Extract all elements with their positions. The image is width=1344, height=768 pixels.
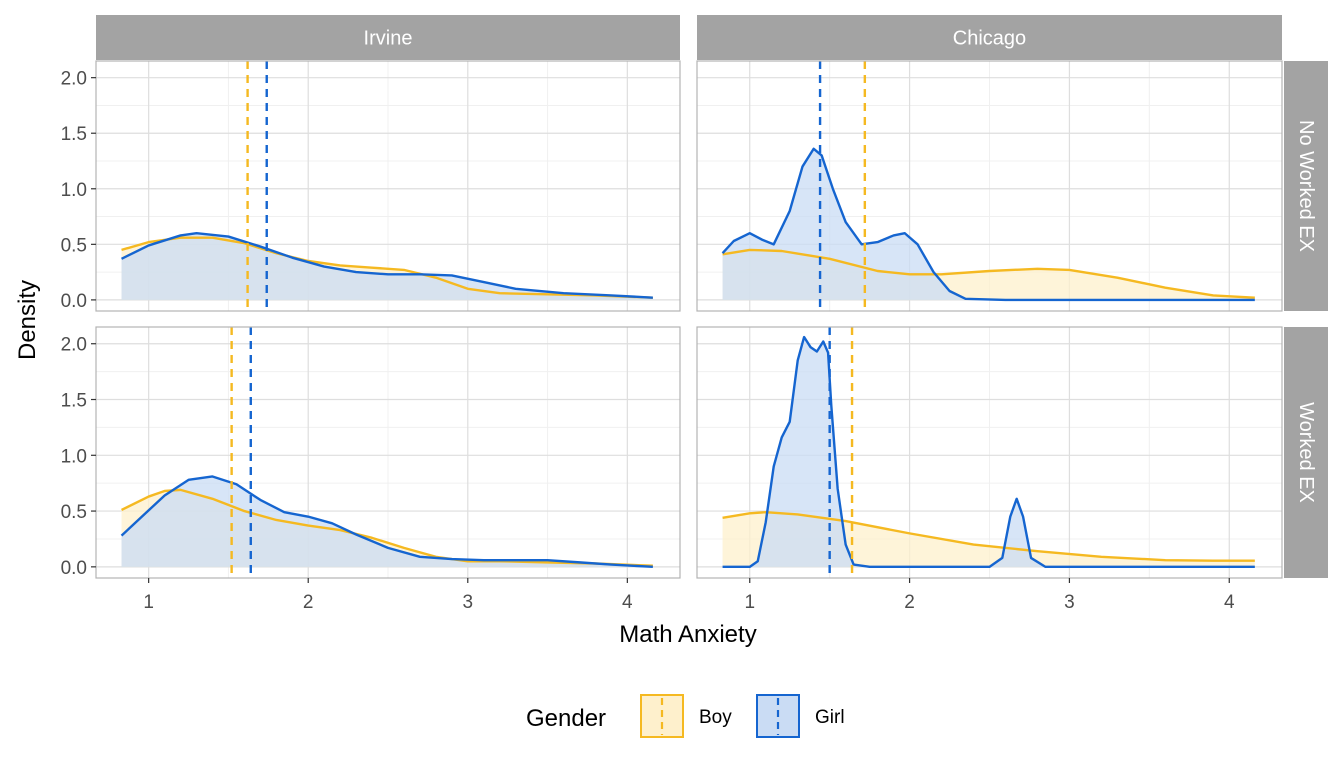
- y-tick-label: 0.5: [61, 235, 87, 256]
- strip-label-irvine: Irvine: [364, 28, 413, 50]
- strip-background: [1284, 61, 1328, 311]
- panel-border: [95, 326, 681, 579]
- panel-irvine-worked-ex: [95, 326, 681, 579]
- axes-layer: 0.0 0.5 1.0 1.5 2.0 0.0 0.5 1.0 1.5 2.0 1 2 3 4 1 2 3 4: [61, 69, 1235, 613]
- grid: [96, 327, 680, 578]
- density-area-girl: [722, 337, 1255, 567]
- density-line-girl: [120, 475, 653, 569]
- strip-background: [697, 15, 1282, 60]
- x-tick-label: 4: [622, 592, 633, 613]
- density-line-boy: [120, 488, 653, 567]
- panel-chicago-no-worked-ex: [696, 60, 1283, 312]
- strip-label-no-worked-ex: No Worked EX: [1295, 120, 1317, 252]
- y-tick-label: 0.0: [61, 291, 87, 312]
- y-tick-label: 1.0: [61, 180, 87, 201]
- density-line-boy: [722, 248, 1255, 299]
- density-line-girl: [121, 232, 653, 299]
- panel-irvine-no-worked-ex: [95, 60, 681, 312]
- legend-item-boy: Boy: [640, 694, 732, 738]
- legend: Gender Boy Girl: [526, 694, 845, 738]
- density-line-boy: [722, 510, 1255, 562]
- y-tick-label: 0.0: [61, 558, 87, 579]
- y-tick-label: 2.0: [61, 335, 87, 356]
- panel-border: [696, 326, 1283, 579]
- y-axis-title: Density: [14, 280, 41, 360]
- x-tick-label: 2: [303, 592, 314, 613]
- panel-border: [95, 60, 681, 312]
- legend-title: Gender: [526, 705, 606, 732]
- x-tick-label: 4: [1224, 592, 1235, 613]
- density-area-boy: [722, 512, 1255, 567]
- strips-layer: Irvine Chicago No Worked EX Worked EX: [96, 15, 1328, 578]
- strip-label-worked-ex: Worked EX: [1295, 402, 1317, 503]
- x-tick-label: 2: [904, 592, 915, 613]
- legend-label-boy: Boy: [699, 707, 732, 728]
- density-area-girl: [121, 233, 653, 300]
- x-axis-title: Math Anxiety: [619, 621, 756, 648]
- panels-layer: [95, 60, 1283, 579]
- strip-worked-ex: Worked EX: [1284, 327, 1328, 578]
- density-line-boy: [121, 236, 653, 299]
- y-tick-label: 1.0: [61, 446, 87, 467]
- legend-item-girl: Girl: [756, 694, 845, 738]
- strip-irvine: Irvine: [96, 15, 680, 60]
- density-line-girl: [721, 147, 1255, 302]
- density-area-girl: [121, 476, 653, 567]
- strip-label-chicago: Chicago: [953, 28, 1026, 50]
- strip-background: [96, 15, 680, 60]
- legend-label-girl: Girl: [815, 707, 845, 728]
- density-line-girl: [722, 335, 1255, 569]
- y-tick-label: 2.0: [61, 69, 87, 90]
- strip-background: [1284, 327, 1328, 578]
- strip-no-worked-ex: No Worked EX: [1284, 61, 1328, 311]
- strip-chicago: Chicago: [697, 15, 1282, 60]
- grid: [96, 61, 680, 311]
- y-tick-label: 1.5: [61, 391, 87, 412]
- panel-border: [696, 60, 1283, 312]
- y-tick-label: 0.5: [61, 502, 87, 523]
- x-tick-label: 1: [744, 592, 755, 613]
- density-area-girl: [722, 148, 1255, 300]
- x-tick-label: 1: [143, 592, 154, 613]
- y-tick-label: 1.5: [61, 124, 87, 145]
- x-tick-label: 3: [462, 592, 473, 613]
- x-tick-label: 3: [1064, 592, 1075, 613]
- panel-chicago-worked-ex: [696, 326, 1283, 579]
